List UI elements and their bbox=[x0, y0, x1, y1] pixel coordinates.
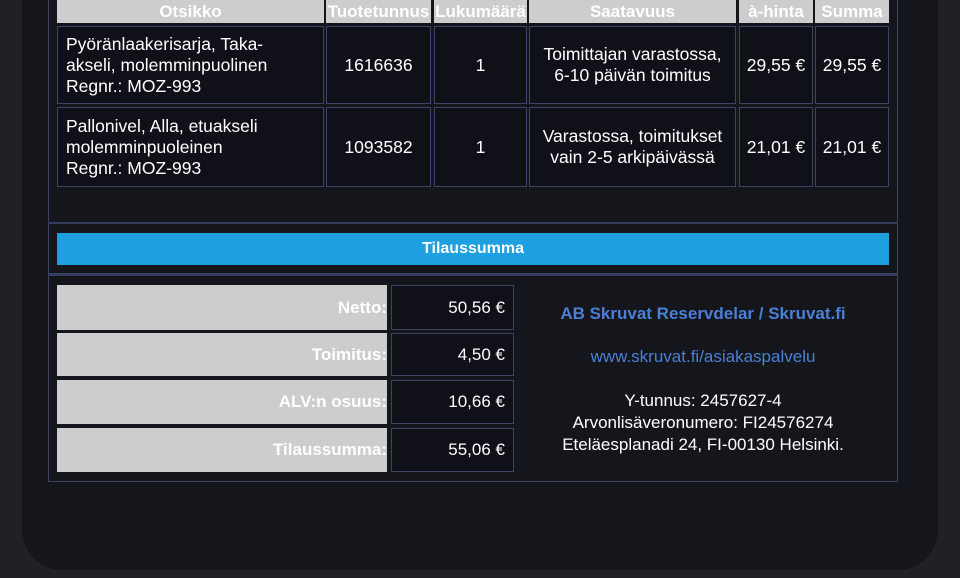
vat-label: ALV:n osuus: bbox=[57, 380, 387, 424]
netto-value: 50,56 € bbox=[391, 285, 514, 330]
address: Eteläesplanadi 24, FI-00130 Helsinki. bbox=[562, 435, 844, 454]
total-value: 55,06 € bbox=[391, 428, 514, 472]
business-id: Y-tunnus: 2457627-4 bbox=[624, 391, 782, 410]
divider bbox=[48, 274, 898, 276]
shipping-value: 4,50 € bbox=[391, 333, 514, 376]
header-qty: Lukumäärä bbox=[434, 0, 527, 23]
company-details: Y-tunnus: 2457627-4 Arvonlisäveronumero:… bbox=[530, 390, 876, 456]
summary-title-bar: Tilaussumma bbox=[57, 233, 889, 265]
header-unit-price: à-hinta bbox=[739, 0, 813, 23]
divider bbox=[48, 222, 898, 224]
vat-number: Arvonlisäveronumero: FI24576274 bbox=[572, 413, 834, 432]
company-name-link[interactable]: AB Skruvat Reservdelar / Skruvat.fi bbox=[560, 304, 846, 323]
summary-section bbox=[48, 276, 898, 482]
shipping-label: Toimitus: bbox=[57, 333, 387, 376]
item-qty: 1 bbox=[434, 107, 527, 187]
summary-title-section bbox=[48, 224, 898, 274]
item-availability: Varastossa, toimitukset vain 2-5 arkipäiv… bbox=[529, 107, 736, 187]
item-unit-price: 21,01 € bbox=[739, 107, 813, 187]
netto-label: Netto: bbox=[57, 285, 387, 330]
item-code: 1616636 bbox=[326, 26, 431, 104]
header-title: Otsikko bbox=[57, 0, 324, 23]
item-sum: 21,01 € bbox=[815, 107, 889, 187]
vat-value: 10,66 € bbox=[391, 380, 514, 424]
item-unit-price: 29,55 € bbox=[739, 26, 813, 104]
item-qty: 1 bbox=[434, 26, 527, 104]
item-title: Pallonivel, Alla, etuakseli molemminpuole… bbox=[57, 107, 324, 187]
customer-service-link[interactable]: www.skruvat.fi/asiakaspalvelu bbox=[590, 347, 816, 366]
item-sum: 29,55 € bbox=[815, 26, 889, 104]
header-sum: Summa bbox=[815, 0, 889, 23]
item-code: 1093582 bbox=[326, 107, 431, 187]
total-label: Tilaussumma: bbox=[57, 428, 387, 472]
header-availability: Saatavuus bbox=[529, 0, 736, 23]
item-title: Pyöränlaakerisarja, Taka-akseli, molemmi… bbox=[57, 26, 324, 104]
item-availability: Toimittajan varastossa, 6-10 päivän toimi… bbox=[529, 26, 736, 104]
header-code: Tuotetunnus bbox=[326, 0, 431, 23]
